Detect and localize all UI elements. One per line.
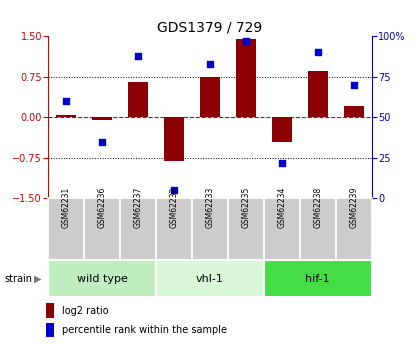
Point (315, 50, 321, 55)
Point (63, 98, 70, 104)
Bar (264, 198, 300, 260)
Point (171, 187, 177, 193)
Text: vhl-1: vhl-1 (196, 274, 224, 284)
Text: wild type: wild type (77, 274, 128, 284)
Point (278, 160, 285, 166)
Bar (200, 77, 220, 117)
Bar (48, 198, 84, 260)
Text: hif-1: hif-1 (305, 274, 330, 284)
Text: GSM62231: GSM62231 (62, 187, 71, 228)
Text: GSM62238: GSM62238 (313, 187, 322, 228)
Bar (156, 198, 192, 260)
Text: ▶: ▶ (34, 274, 42, 284)
Point (350, 82, 357, 88)
Text: strain: strain (4, 274, 32, 284)
Bar (128, 82, 148, 117)
Point (99, 139, 105, 144)
Point (207, 61, 213, 67)
Bar (272, 117, 292, 141)
Text: percentile rank within the sample: percentile rank within the sample (62, 325, 227, 335)
Bar (56, 115, 76, 117)
Bar (156, 260, 264, 297)
Bar (300, 198, 336, 260)
Bar (344, 107, 364, 117)
Bar (164, 117, 184, 160)
Text: GDS1379 / 729: GDS1379 / 729 (158, 20, 262, 34)
Text: GSM62234: GSM62234 (277, 187, 286, 228)
Text: GSM62235: GSM62235 (241, 187, 250, 228)
Bar (84, 198, 120, 260)
Text: GSM62236: GSM62236 (98, 187, 107, 228)
Point (243, 38, 249, 44)
Text: GSM62237: GSM62237 (134, 187, 143, 228)
Bar (236, 39, 256, 117)
Text: GSM62232: GSM62232 (170, 187, 178, 228)
Bar (308, 71, 328, 117)
Bar (336, 198, 372, 260)
Bar (46, 323, 55, 337)
Bar (48, 260, 156, 297)
Bar (120, 198, 156, 260)
Text: GSM62239: GSM62239 (349, 187, 358, 228)
Text: GSM62233: GSM62233 (205, 187, 215, 228)
Bar (228, 198, 264, 260)
Bar (92, 117, 112, 120)
Bar (192, 198, 228, 260)
Point (135, 53, 142, 58)
Bar (264, 260, 372, 297)
Bar (46, 303, 55, 317)
Text: log2 ratio: log2 ratio (62, 306, 108, 315)
